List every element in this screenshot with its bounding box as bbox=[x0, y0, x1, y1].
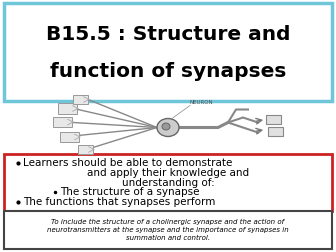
Text: NEURON: NEURON bbox=[190, 101, 214, 106]
Text: B15.5 : Structure and: B15.5 : Structure and bbox=[46, 25, 290, 44]
FancyBboxPatch shape bbox=[57, 103, 77, 114]
Text: The functions that synapses perform: The functions that synapses perform bbox=[23, 197, 215, 207]
Text: The structure of a synapse: The structure of a synapse bbox=[60, 187, 200, 197]
FancyBboxPatch shape bbox=[265, 115, 281, 124]
Text: Learners should be able to demonstrate: Learners should be able to demonstrate bbox=[23, 158, 233, 168]
FancyBboxPatch shape bbox=[73, 95, 87, 104]
FancyBboxPatch shape bbox=[59, 132, 79, 142]
Text: function of synapses: function of synapses bbox=[50, 62, 286, 81]
FancyBboxPatch shape bbox=[52, 117, 72, 127]
Text: and apply their knowledge and: and apply their knowledge and bbox=[87, 168, 249, 178]
Text: understanding of:: understanding of: bbox=[122, 177, 214, 187]
FancyBboxPatch shape bbox=[4, 3, 332, 101]
FancyBboxPatch shape bbox=[267, 127, 283, 136]
FancyBboxPatch shape bbox=[4, 154, 332, 211]
Ellipse shape bbox=[157, 118, 179, 137]
Text: To include the structure of a cholinergic synapse and the action of
neurotransmi: To include the structure of a cholinergi… bbox=[47, 219, 289, 241]
Ellipse shape bbox=[162, 123, 170, 130]
FancyBboxPatch shape bbox=[78, 145, 92, 154]
FancyBboxPatch shape bbox=[4, 211, 332, 249]
